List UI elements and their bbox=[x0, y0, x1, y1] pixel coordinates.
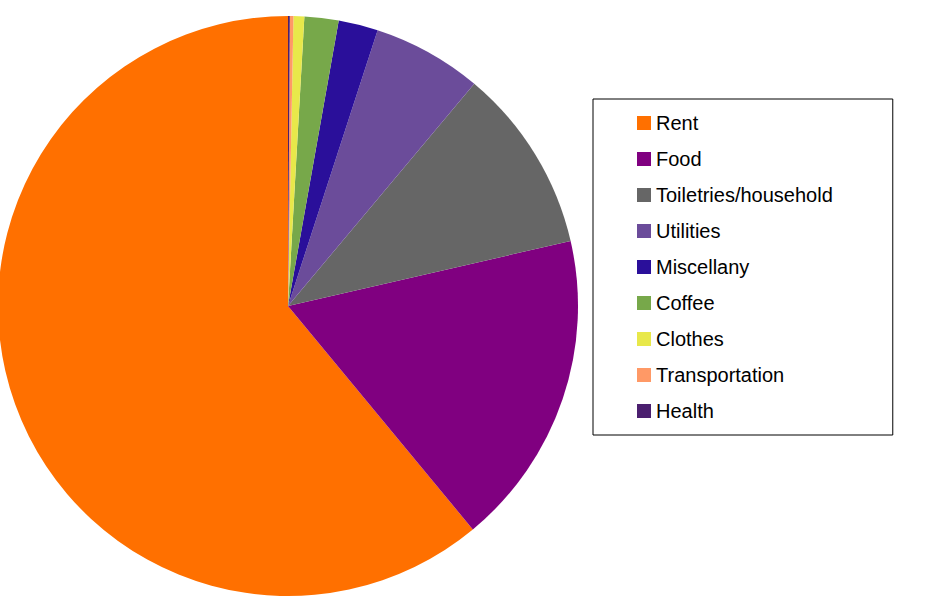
svg-text:Transportation: Transportation bbox=[656, 364, 784, 386]
svg-text:Miscellany: Miscellany bbox=[656, 256, 749, 278]
svg-text:Toiletries/household: Toiletries/household bbox=[656, 184, 833, 206]
svg-text:Coffee: Coffee bbox=[656, 292, 715, 314]
svg-text:Health: Health bbox=[656, 400, 714, 422]
svg-text:Utilities: Utilities bbox=[656, 220, 720, 242]
svg-text:Rent: Rent bbox=[656, 112, 699, 134]
svg-text:Food: Food bbox=[656, 148, 702, 170]
svg-text:Clothes: Clothes bbox=[656, 328, 724, 350]
